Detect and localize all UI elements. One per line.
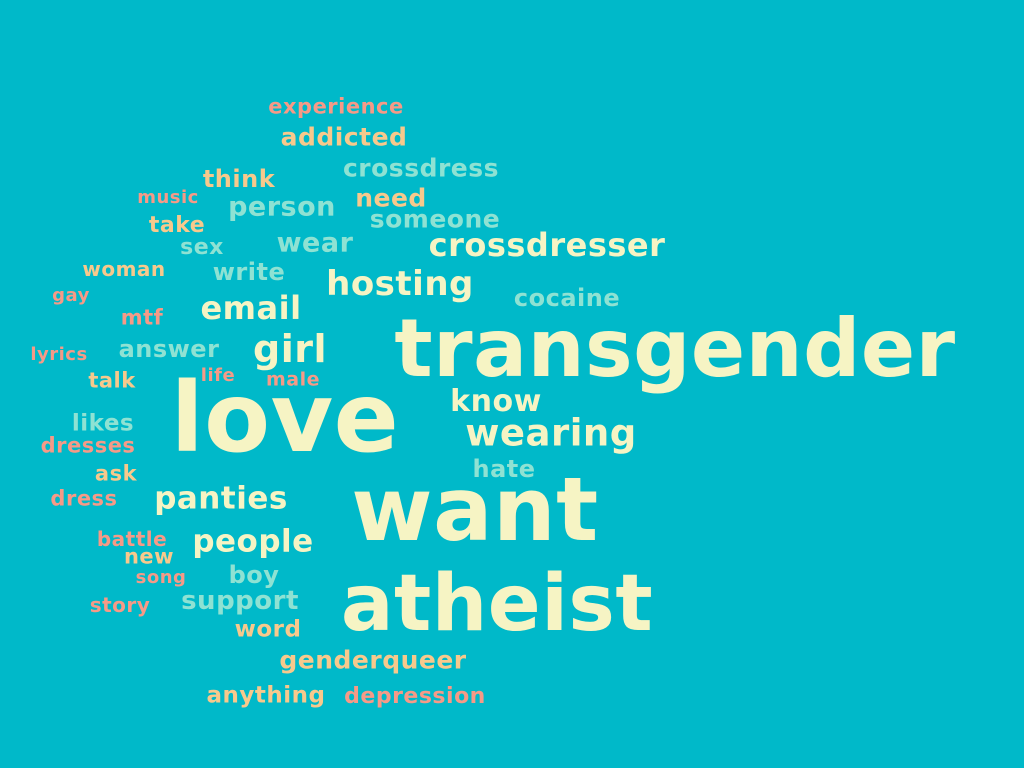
word-dresses: dresses	[40, 433, 136, 458]
word-panties: panties	[154, 480, 288, 517]
word-gay: gay	[52, 285, 90, 306]
word-wear: wear	[276, 227, 354, 259]
word-take: take	[148, 213, 206, 238]
word-support: support	[181, 586, 299, 616]
word-write: write	[212, 258, 286, 286]
word-dress: dress	[50, 486, 118, 511]
word-music: music	[137, 187, 199, 208]
word-person: person	[228, 191, 336, 223]
word-girl: girl	[253, 327, 327, 371]
word-atheist: atheist	[340, 559, 654, 649]
word-mtf: mtf	[120, 305, 164, 330]
word-people: people	[192, 523, 314, 560]
word-need: need	[355, 183, 427, 213]
word-sex: sex	[180, 235, 224, 260]
word-think: think	[202, 165, 276, 193]
word-answer: answer	[118, 335, 220, 363]
word-story: story	[89, 593, 151, 617]
word-email: email	[200, 289, 302, 327]
word-lyrics: lyrics	[30, 344, 88, 365]
word-life: life	[200, 365, 236, 386]
word-wearing: wearing	[465, 411, 637, 455]
word-ask: ask	[94, 461, 138, 486]
word-word: word	[234, 616, 302, 643]
word-anything: anything	[206, 682, 326, 709]
word-song: song	[135, 567, 187, 588]
word-addicted: addicted	[280, 122, 408, 152]
word-new: new	[123, 544, 175, 569]
word-crossdresser: crossdresser	[428, 226, 666, 264]
word-know: know	[450, 384, 542, 419]
word-someone: someone	[369, 204, 501, 234]
word-woman: woman	[82, 257, 166, 281]
word-depression: depression	[344, 684, 486, 709]
word-cocaine: cocaine	[513, 284, 621, 312]
word-hosting: hosting	[326, 264, 474, 304]
word-experience: experience	[268, 94, 404, 119]
word-genderqueer: genderqueer	[279, 645, 467, 675]
word-talk: talk	[88, 368, 136, 393]
word-love: love	[170, 362, 400, 474]
word-battle: battle	[96, 527, 168, 551]
word-crossdress: crossdress	[342, 153, 500, 183]
word-male: male	[265, 368, 321, 391]
word-likes: likes	[71, 410, 135, 437]
word-want: want	[351, 458, 599, 561]
word-hate: hate	[472, 455, 536, 483]
word-boy: boy	[228, 561, 280, 589]
word-transgender: transgender	[394, 302, 956, 395]
